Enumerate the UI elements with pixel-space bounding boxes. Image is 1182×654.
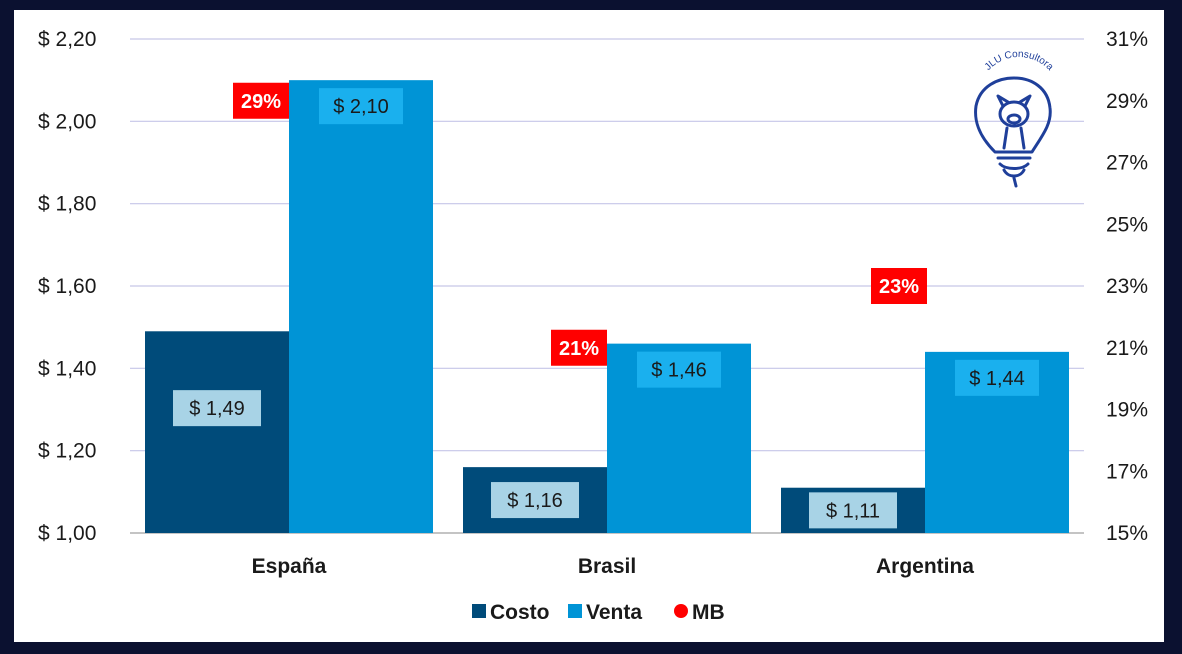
jlu-consultora-logo: JLU Consultora xyxy=(974,49,1056,188)
y-primary-tick-label: $ 1,00 xyxy=(38,522,96,545)
mb-label: 29% xyxy=(241,91,281,113)
y-primary-tick-label: $ 1,80 xyxy=(38,193,96,216)
y-primary-tick-label: $ 1,60 xyxy=(38,275,96,298)
mb-label-bg xyxy=(871,268,927,304)
y-primary-tick-label: $ 2,00 xyxy=(38,110,96,133)
data-label-costo: $ 1,16 xyxy=(507,490,563,512)
data-label-costo: $ 1,11 xyxy=(826,500,880,522)
legend-label: Venta xyxy=(586,601,642,624)
data-label-bg-venta xyxy=(955,359,1039,396)
legend-swatch xyxy=(568,604,582,618)
data-label-bg-venta xyxy=(637,351,721,388)
y-secondary-tick-label: 27% xyxy=(1106,152,1148,175)
data-label-venta: $ 1,44 xyxy=(969,368,1025,390)
chart-frame: $ 1,49 $ 2,10 29% $ 1,16 $ 1,46 21% $ 1,11 $ 1,… xyxy=(14,10,1164,642)
data-label-costo: $ 1,49 xyxy=(189,398,245,420)
legend-label: MB xyxy=(692,601,725,624)
y-secondary-tick-label: 31% xyxy=(1106,28,1148,51)
y-secondary-tick-label: 19% xyxy=(1106,399,1148,422)
bar-costo xyxy=(145,331,289,533)
data-label-bg-costo xyxy=(809,492,897,529)
x-category-label: Argentina xyxy=(876,555,974,578)
mb-label-bg xyxy=(551,329,607,366)
mb-label: 21% xyxy=(559,338,599,360)
data-label-bg-costo xyxy=(491,482,579,519)
data-label-bg-venta xyxy=(319,88,403,125)
data-labels: $ 1,49 $ 2,10 29% $ 1,16 $ 1,46 21% $ 1,11 $ 1,… xyxy=(173,82,1039,529)
bar-venta xyxy=(289,80,433,534)
data-label-venta: $ 1,46 xyxy=(651,360,707,382)
y-secondary-tick-label: 21% xyxy=(1106,337,1148,360)
y-secondary-tick-label: 15% xyxy=(1106,522,1148,545)
y-primary-tick-label: $ 1,40 xyxy=(38,357,96,380)
y-secondary-tick-label: 23% xyxy=(1106,275,1148,298)
mb-label-bg xyxy=(233,82,289,119)
legend-label: Costo xyxy=(490,601,550,624)
y-primary-tick-label: $ 1,20 xyxy=(38,440,96,463)
data-label-bg-costo xyxy=(173,390,261,427)
logo-text: JLU Consultora xyxy=(983,49,1056,73)
axes: $ 1,00 $ 1,20 $ 1,40 $ 1,60 $ 1,80 $ 2,00 $ 2,… xyxy=(38,28,1148,578)
y-secondary-tick-label: 25% xyxy=(1106,213,1148,236)
mb-label: 23% xyxy=(879,276,919,298)
y-primary-tick-label: $ 2,20 xyxy=(38,28,96,51)
logo-text-path: JLU Consultora xyxy=(983,49,1056,73)
legend-swatch xyxy=(472,604,486,618)
y-secondary-tick-label: 17% xyxy=(1106,460,1148,483)
legend-marker xyxy=(674,604,688,618)
x-category-label: Brasil xyxy=(578,555,636,578)
bars xyxy=(145,80,1069,534)
data-label-venta: $ 2,10 xyxy=(333,96,389,118)
y-secondary-tick-label: 29% xyxy=(1106,90,1148,113)
legend: Costo Venta MB xyxy=(472,601,725,624)
lightbulb-pig-icon xyxy=(974,76,1052,188)
x-category-label: España xyxy=(252,555,327,578)
